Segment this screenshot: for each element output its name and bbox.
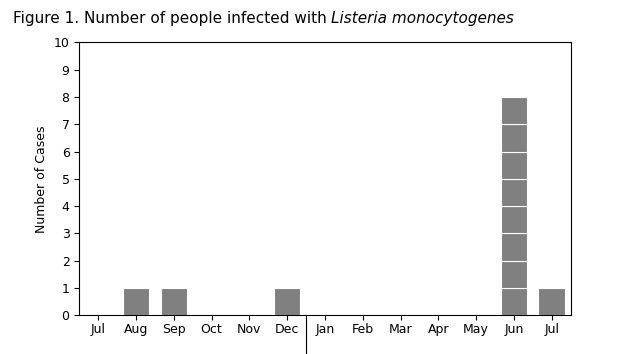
- Bar: [160, 288, 187, 315]
- Bar: [274, 288, 301, 315]
- Text: Figure 1. Number of people infected with: Figure 1. Number of people infected with: [13, 11, 332, 25]
- Text: Listeria monocytogenes: Listeria monocytogenes: [332, 11, 514, 25]
- Y-axis label: Number of Cases: Number of Cases: [35, 125, 48, 233]
- Bar: [123, 288, 149, 315]
- Bar: [501, 288, 527, 315]
- Bar: [501, 97, 527, 124]
- Bar: [501, 206, 527, 233]
- Bar: [538, 288, 565, 315]
- Bar: [501, 261, 527, 288]
- Bar: [501, 152, 527, 179]
- Bar: [501, 179, 527, 206]
- Bar: [501, 233, 527, 261]
- Bar: [501, 124, 527, 152]
